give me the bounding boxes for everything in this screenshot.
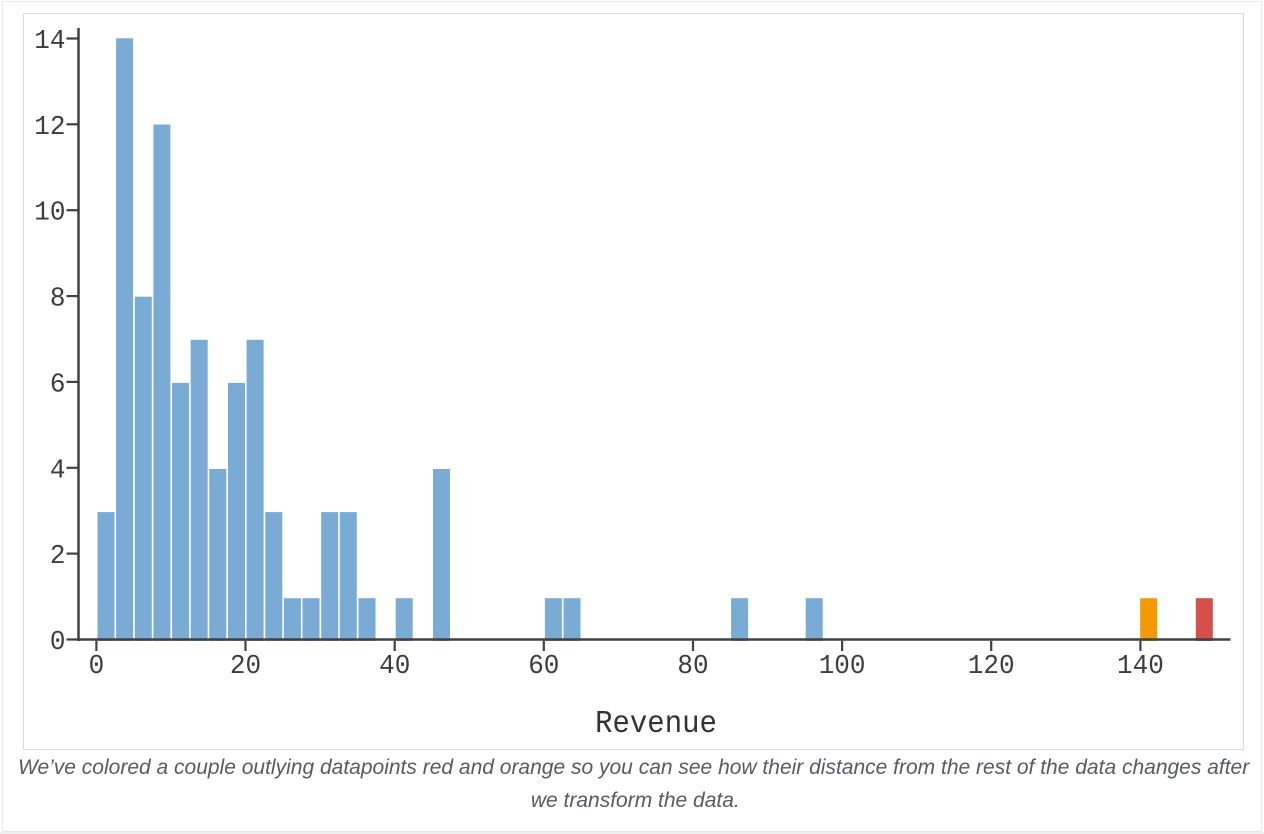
svg-text:60: 60 (528, 652, 559, 683)
svg-text:6: 6 (50, 370, 66, 401)
svg-text:100: 100 (819, 652, 866, 683)
svg-text:0: 0 (50, 627, 66, 658)
svg-text:Revenue: Revenue (595, 707, 717, 743)
svg-text:12: 12 (34, 112, 65, 143)
svg-text:80: 80 (677, 652, 708, 683)
svg-text:20: 20 (230, 652, 261, 683)
svg-text:8: 8 (50, 284, 66, 315)
svg-text:10: 10 (34, 198, 65, 229)
svg-text:40: 40 (379, 652, 410, 683)
svg-text:0: 0 (89, 652, 105, 683)
svg-text:120: 120 (968, 652, 1015, 683)
svg-text:2: 2 (50, 542, 66, 573)
svg-text:14: 14 (34, 26, 65, 57)
svg-text:4: 4 (50, 456, 66, 487)
svg-text:140: 140 (1117, 652, 1164, 683)
